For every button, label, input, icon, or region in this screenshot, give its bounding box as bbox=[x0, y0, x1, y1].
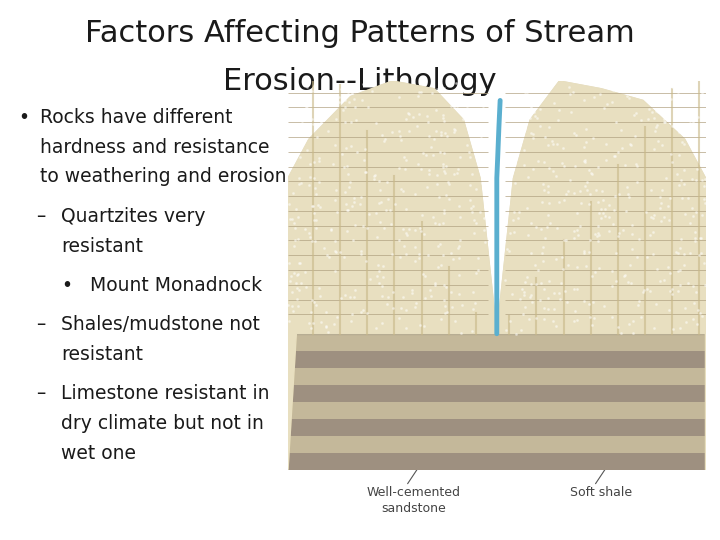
Text: Quartzites very: Quartzites very bbox=[61, 207, 206, 226]
Polygon shape bbox=[497, 81, 706, 470]
Bar bbox=[288, 384, 706, 402]
Bar bbox=[288, 334, 706, 351]
Bar bbox=[288, 436, 706, 453]
Text: resistant: resistant bbox=[61, 237, 143, 255]
Text: wet one: wet one bbox=[61, 444, 136, 463]
Text: Erosion--Lithology: Erosion--Lithology bbox=[223, 68, 497, 97]
Polygon shape bbox=[288, 81, 497, 470]
Text: Rocks have different: Rocks have different bbox=[40, 108, 232, 127]
Text: •: • bbox=[18, 108, 29, 127]
Bar bbox=[288, 419, 706, 436]
Bar bbox=[288, 351, 706, 368]
Text: •: • bbox=[61, 276, 72, 295]
Text: Limestone resistant in: Limestone resistant in bbox=[61, 384, 270, 403]
Text: Soft shale: Soft shale bbox=[570, 486, 632, 499]
Bar bbox=[288, 402, 706, 419]
Polygon shape bbox=[288, 81, 497, 470]
Text: Factors Affecting Patterns of Stream: Factors Affecting Patterns of Stream bbox=[85, 19, 635, 48]
Text: Well-cemented
sandstone: Well-cemented sandstone bbox=[366, 486, 460, 515]
Text: dry climate but not in: dry climate but not in bbox=[61, 414, 264, 433]
Text: resistant: resistant bbox=[61, 345, 143, 364]
Polygon shape bbox=[497, 81, 706, 470]
Text: hardness and resistance: hardness and resistance bbox=[40, 138, 269, 157]
Bar bbox=[288, 368, 706, 384]
Text: Shales/mudstone not: Shales/mudstone not bbox=[61, 315, 260, 334]
Text: –: – bbox=[36, 207, 45, 226]
Text: to weathering and erosion: to weathering and erosion bbox=[40, 167, 286, 186]
Text: Mount Monadnock: Mount Monadnock bbox=[90, 276, 262, 295]
Text: –: – bbox=[36, 384, 45, 403]
Bar bbox=[288, 453, 706, 470]
Text: –: – bbox=[36, 315, 45, 334]
